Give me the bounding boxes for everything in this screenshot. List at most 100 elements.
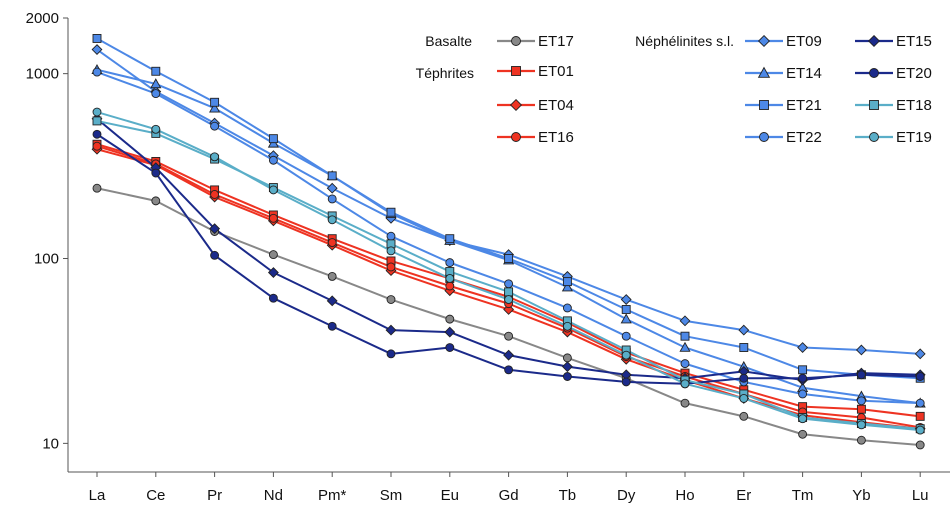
point-et19-tb [562, 321, 572, 331]
series-line-et17 [96, 187, 921, 446]
point-et21-tm [798, 365, 808, 375]
point-et17-er [739, 411, 749, 421]
point-et19-la [92, 107, 102, 117]
point-et20-nd [268, 293, 278, 303]
x-tick-label-eu: Eu [441, 487, 459, 504]
point-et20-ce [151, 168, 161, 178]
legend-label-et14: ET14 [786, 65, 822, 82]
point-et17-tm [798, 429, 808, 439]
point-et20-lu [915, 372, 925, 381]
point-et21-nd [268, 134, 278, 144]
legend-group-n-ph-linites-s-l: Néphélinites s.l. [635, 33, 734, 49]
x-tick-label-pr: Pr [207, 487, 222, 504]
point-et22-pr [210, 121, 220, 131]
point-et21-gd [504, 254, 514, 263]
legend-label-et09: ET09 [786, 33, 822, 50]
point-et19-dy [621, 350, 631, 360]
x-tick-label-yb: Yb [852, 487, 870, 504]
legend-marker-et19 [869, 132, 879, 142]
point-et19-gd [504, 295, 514, 304]
point-et21-er [739, 343, 749, 352]
legend-marker-et22 [759, 132, 769, 142]
point-et09-yb [855, 344, 867, 356]
point-et21-ho [680, 331, 690, 341]
point-et17-gd [504, 331, 514, 341]
point-et21-la [92, 34, 102, 43]
legend-label-et21: ET21 [786, 97, 822, 114]
point-et16-sm [386, 262, 396, 272]
point-et09-dy [620, 294, 632, 305]
y-tick-label: 100 [34, 251, 59, 268]
x-tick-label-sm: Sm [380, 487, 403, 504]
x-tick-label-ce: Ce [146, 487, 165, 504]
point-et22-lu [915, 398, 925, 408]
point-et17-la [92, 183, 102, 193]
legend-label-et19: ET19 [896, 129, 932, 146]
x-tick-label-dy: Dy [617, 487, 636, 504]
point-et19-pm [327, 215, 337, 225]
point-et20-la [92, 129, 102, 139]
point-et21-tb [562, 277, 572, 287]
point-et17-tb [562, 353, 572, 363]
legend-marker-et18 [869, 100, 879, 110]
series-line-et18 [96, 119, 921, 430]
point-et17-sm [386, 295, 396, 304]
legend-label-et16: ET16 [538, 129, 574, 146]
x-tick-label-lu: Lu [912, 487, 929, 504]
point-et19-nd [268, 185, 278, 195]
x-tick-label-er: Er [736, 487, 751, 504]
point-et20-sm [386, 349, 396, 359]
y-tick-label: 10 [42, 435, 59, 452]
legend-group-basalte: Basalte [425, 33, 472, 49]
point-et09-ho [679, 315, 691, 327]
point-et16-la [92, 141, 102, 151]
point-et18-la [92, 116, 102, 126]
x-axis-tick-labels: La Ce Pr Nd Pm* Sm Eu Gd Tb Dy Ho Er Tm Yb Lu [89, 487, 929, 504]
point-et17-lu [915, 440, 925, 450]
point-et16-pm [327, 238, 337, 247]
point-et22-sm [386, 231, 396, 241]
legend-label-et18: ET18 [896, 97, 932, 114]
point-et22-la [92, 67, 102, 77]
legend-label-et22: ET22 [786, 129, 822, 146]
point-et15-sm [385, 324, 397, 336]
x-tick-label-la: La [89, 487, 106, 504]
legend-marker-et04 [509, 98, 523, 112]
point-et16-eu [445, 281, 455, 291]
point-et19-tm [798, 414, 808, 424]
point-et14-tb [561, 281, 573, 292]
point-et16-pr [210, 190, 220, 199]
x-tick-label-ho: Ho [675, 487, 694, 504]
series-line-et21 [96, 37, 921, 380]
x-tick-label-tm: Tm [792, 487, 814, 504]
point-et01-lu [915, 411, 925, 421]
point-et09-er [738, 324, 750, 336]
point-et20-yb [856, 370, 866, 380]
legend-marker-et20 [869, 68, 879, 78]
point-et21-sm [386, 207, 396, 217]
legend-label-et01: ET01 [538, 63, 574, 80]
legend-label-et17: ET17 [538, 33, 574, 50]
legend-marker-et01 [511, 66, 521, 76]
point-et20-dy [621, 377, 631, 387]
point-et15-tb [561, 361, 573, 373]
point-et19-lu [915, 425, 925, 435]
x-tick-label-gd: Gd [499, 487, 519, 504]
point-et17-pm [327, 271, 337, 281]
point-et09-la [91, 44, 103, 55]
point-et22-nd [268, 155, 278, 165]
point-et18-gd [504, 287, 514, 297]
y-tick-label: 2000 [26, 10, 59, 27]
point-et20-tb [562, 372, 572, 381]
legend-marker-et09 [757, 34, 771, 48]
point-et22-ce [151, 89, 161, 99]
point-et14-ce [150, 78, 162, 89]
legend-label-et04: ET04 [538, 97, 574, 114]
point-et22-gd [504, 279, 514, 289]
point-et21-pm [327, 171, 337, 181]
point-et22-tm [798, 389, 808, 399]
y-axis-tick-labels: 2000 1000 100 10 [26, 10, 59, 452]
point-et19-ho [680, 379, 690, 389]
x-tick-label-tb: Tb [559, 487, 577, 504]
